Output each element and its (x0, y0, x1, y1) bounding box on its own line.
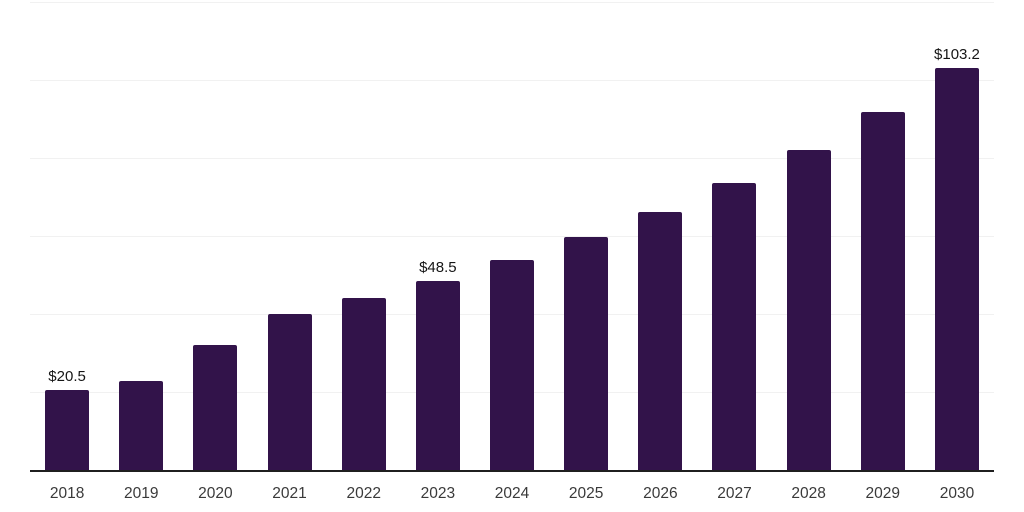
x-tick-2024: 2024 (494, 485, 530, 502)
bar-2022 (341, 298, 386, 470)
x-tick-2030: 2030 (939, 485, 975, 502)
x-axis-labels: 2018 2019 2020 2021 2022 2023 2024 2025 2026 2027… (30, 485, 994, 503)
gridline-60 (30, 236, 994, 237)
bar-band-2019 (104, 2, 178, 470)
bar-2024 (490, 259, 535, 470)
plot-area: $20.5 $48.5 $103.2 (30, 2, 994, 472)
bar-2029 (860, 112, 905, 470)
x-tick-2026: 2026 (643, 485, 678, 502)
bar-band-2024 (475, 2, 549, 470)
bar-band-2029 (846, 2, 920, 470)
x-tick-2020: 2020 (198, 485, 233, 502)
bar-2019 (119, 381, 164, 470)
bar-band-2020 (178, 2, 252, 470)
bar-2023: $48.5 (415, 259, 460, 470)
bar-2020 (193, 345, 238, 470)
bar-2027 (712, 182, 757, 470)
bars-layer: $20.5 $48.5 $103.2 (30, 2, 994, 470)
x-tick-2021: 2021 (272, 485, 307, 502)
bar-2028 (786, 150, 831, 470)
x-tick-2019: 2019 (123, 485, 159, 502)
value-label-2023: $48.5 (419, 258, 457, 276)
value-label-2030: $103.2 (934, 45, 980, 63)
bar-2025 (564, 237, 609, 470)
x-tick-2023: 2023 (420, 485, 456, 502)
gridline-120 (30, 2, 994, 3)
bar-band-2026 (623, 2, 697, 470)
bar-2030: $103.2 (934, 46, 980, 470)
bar-band-2023: $48.5 (401, 2, 475, 470)
value-label-2018: $20.5 (48, 368, 86, 386)
bar-band-2027 (697, 2, 771, 470)
bar-band-2018: $20.5 (30, 2, 104, 470)
bar-band-2030: $103.2 (920, 2, 994, 470)
bar-band-2022 (327, 2, 401, 470)
x-tick-2018: 2018 (49, 485, 85, 502)
bar-2026 (638, 212, 683, 470)
x-tick-2027: 2027 (717, 485, 752, 502)
gridline-80 (30, 157, 994, 159)
bar-band-2021 (252, 2, 326, 470)
bar-2021 (267, 313, 312, 470)
bar-chart: $20.5 $48.5 $103.2 2018 2019 2020 2021 2022 202… (30, 2, 994, 503)
x-tick-2022: 2022 (346, 485, 381, 502)
x-tick-2025: 2025 (568, 485, 604, 502)
x-tick-2029: 2029 (865, 485, 901, 502)
bar-band-2028 (772, 2, 846, 470)
bar-band-2025 (549, 2, 623, 470)
gridline-100 (30, 79, 994, 81)
x-tick-2028: 2028 (791, 485, 826, 502)
bar-2018: $20.5 (45, 368, 90, 470)
